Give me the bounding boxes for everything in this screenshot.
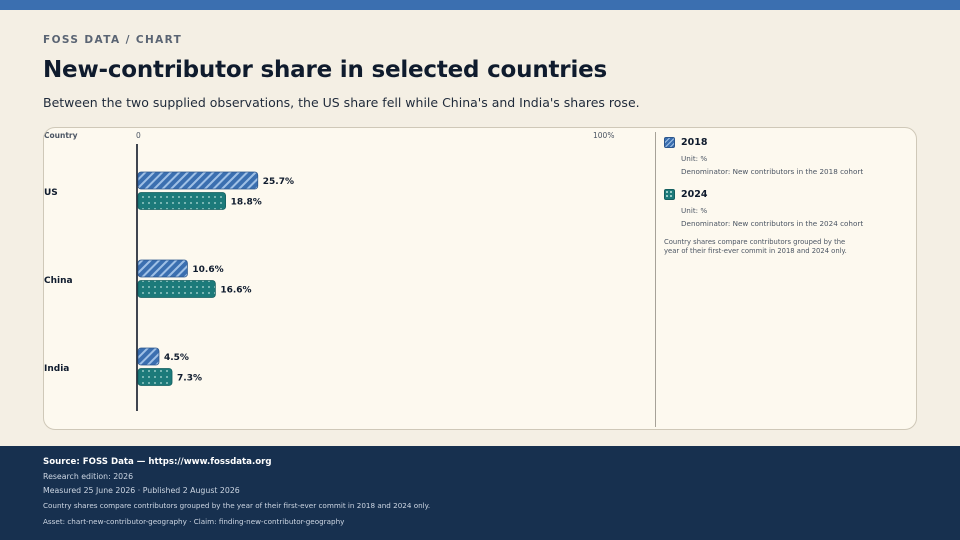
bar-india-2024 (137, 368, 173, 386)
legend-year: 2024 (681, 188, 708, 200)
data-label-us-2024: 18.8% (231, 198, 262, 208)
panel-divider (655, 132, 656, 427)
kicker: FOSS DATA / CHART (43, 34, 183, 46)
footer-dates: Measured 25 June 2026 · Published 2 Augu… (43, 486, 240, 495)
legend-unit: Unit: % (681, 206, 708, 215)
legend-item-2024: 2024 Unit: % Denominator: New contributo… (664, 186, 904, 228)
axis-column-label: Country (44, 131, 78, 140)
footer-source: Source: FOSS Data — https://www.fossdata… (43, 457, 272, 467)
legend-item-2018: 2018 Unit: % Denominator: New contributo… (664, 134, 904, 176)
category-label-us: US (44, 188, 58, 198)
footer-edition: Research edition: 2026 (43, 472, 134, 481)
legend-swatch-dots (664, 188, 675, 200)
bar-india-2018 (137, 347, 160, 366)
page-title: New-contributor share in selected countr… (43, 57, 608, 83)
footer: Source: FOSS Data — https://www.fossdata… (0, 446, 960, 540)
data-label-us-2018: 25.7% (263, 177, 294, 187)
legend-unit: Unit: % (681, 154, 708, 163)
bar-us-2018 (137, 171, 259, 190)
footer-asset: Asset: chart-new-contributor-geography ·… (43, 517, 345, 526)
category-label-india: India (44, 364, 69, 374)
data-label-india-2024: 7.3% (177, 374, 202, 384)
legend: 2018 Unit: % Denominator: New contributo… (664, 134, 904, 256)
data-label-india-2018: 4.5% (164, 353, 189, 363)
category-label-china: China (44, 276, 73, 286)
legend-year: 2018 (681, 136, 708, 148)
chart-panel: Country 0 100% US 25.7% 18.8% China 10.6% 16.… (43, 127, 917, 430)
bar-us-2024 (137, 192, 227, 210)
legend-denominator: Denominator: New contributors in the 202… (681, 219, 864, 228)
bar-china-2018 (137, 259, 188, 278)
top-accent-bar (0, 0, 960, 10)
legend-swatch-stripes (664, 136, 675, 148)
bar-chart: Country 0 100% US 25.7% 18.8% China 10.6% 16.… (44, 131, 614, 411)
data-label-china-2024: 16.6% (220, 286, 251, 296)
axis-min-label: 0 (136, 131, 141, 140)
footer-note: Country shares compare contributors grou… (43, 501, 431, 510)
axis-max-label: 100% (593, 131, 614, 140)
legend-note: Country shares compare contributors grou… (664, 238, 847, 255)
legend-denominator: Denominator: New contributors in the 201… (681, 167, 864, 176)
page-subtitle: Between the two supplied observations, t… (43, 95, 640, 110)
data-label-china-2018: 10.6% (192, 265, 223, 275)
bar-china-2024 (137, 280, 216, 298)
